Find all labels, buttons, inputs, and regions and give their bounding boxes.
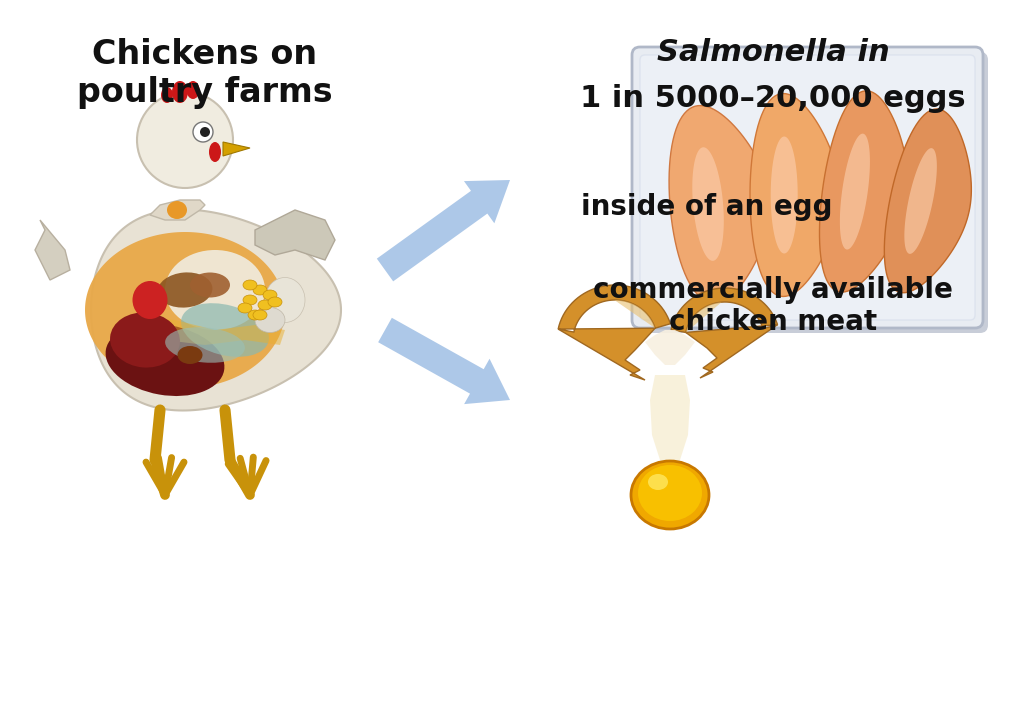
Polygon shape xyxy=(377,180,510,281)
Polygon shape xyxy=(614,300,655,328)
Polygon shape xyxy=(771,136,798,254)
Polygon shape xyxy=(223,142,250,156)
Ellipse shape xyxy=(158,272,212,308)
Ellipse shape xyxy=(177,346,203,364)
Text: Salmonella in: Salmonella in xyxy=(656,38,890,67)
Polygon shape xyxy=(255,210,335,260)
Ellipse shape xyxy=(263,290,278,300)
Ellipse shape xyxy=(165,250,265,330)
Polygon shape xyxy=(840,134,870,250)
Polygon shape xyxy=(671,288,777,378)
Ellipse shape xyxy=(238,303,252,313)
Ellipse shape xyxy=(255,307,285,333)
Polygon shape xyxy=(558,285,671,380)
Ellipse shape xyxy=(248,310,262,320)
Ellipse shape xyxy=(190,273,230,297)
Polygon shape xyxy=(692,147,724,261)
Polygon shape xyxy=(819,91,908,292)
Polygon shape xyxy=(904,148,937,254)
FancyBboxPatch shape xyxy=(632,47,983,328)
Ellipse shape xyxy=(110,312,180,368)
Ellipse shape xyxy=(268,297,282,307)
Polygon shape xyxy=(669,105,770,303)
FancyBboxPatch shape xyxy=(640,55,975,320)
Polygon shape xyxy=(885,109,972,292)
Polygon shape xyxy=(35,220,70,280)
Ellipse shape xyxy=(209,142,221,162)
Ellipse shape xyxy=(172,81,188,103)
Ellipse shape xyxy=(243,295,257,305)
Ellipse shape xyxy=(132,281,168,319)
Polygon shape xyxy=(110,315,285,345)
Polygon shape xyxy=(378,318,510,404)
Ellipse shape xyxy=(165,327,245,363)
Polygon shape xyxy=(85,232,285,388)
Text: Chickens on
poultry farms: Chickens on poultry farms xyxy=(77,38,333,110)
Ellipse shape xyxy=(243,280,257,290)
Ellipse shape xyxy=(638,465,702,521)
Polygon shape xyxy=(650,375,690,480)
Text: commercially available
chicken meat: commercially available chicken meat xyxy=(593,276,953,336)
Circle shape xyxy=(200,127,210,137)
Polygon shape xyxy=(91,209,341,411)
Polygon shape xyxy=(150,200,205,220)
Text: inside of an egg: inside of an egg xyxy=(581,193,833,221)
Ellipse shape xyxy=(161,87,173,103)
Ellipse shape xyxy=(181,303,269,357)
Ellipse shape xyxy=(258,300,272,310)
Polygon shape xyxy=(750,93,840,297)
Circle shape xyxy=(193,122,213,142)
Ellipse shape xyxy=(253,310,267,320)
Ellipse shape xyxy=(253,285,267,295)
Text: 1 in 5000–20,000 eggs: 1 in 5000–20,000 eggs xyxy=(581,84,966,113)
Circle shape xyxy=(137,92,233,188)
Ellipse shape xyxy=(167,201,187,219)
FancyBboxPatch shape xyxy=(637,52,988,333)
Polygon shape xyxy=(686,302,722,333)
Ellipse shape xyxy=(186,81,200,99)
Ellipse shape xyxy=(648,474,668,490)
Ellipse shape xyxy=(265,278,305,323)
Ellipse shape xyxy=(105,324,224,396)
Ellipse shape xyxy=(631,461,709,529)
Polygon shape xyxy=(645,330,695,365)
